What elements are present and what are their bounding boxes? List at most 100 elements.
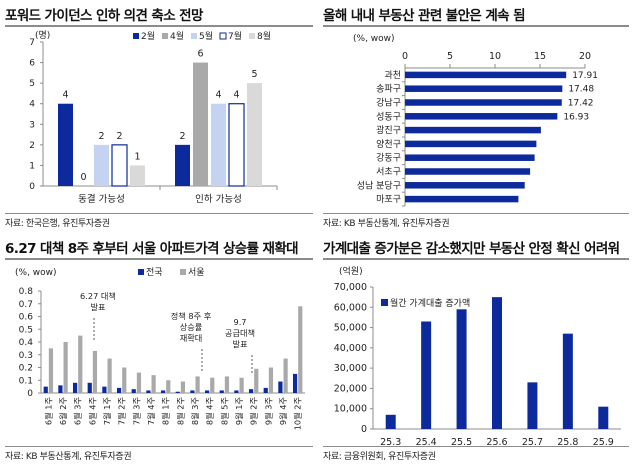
bar [385,414,396,429]
bar [405,126,541,134]
bar [130,165,145,186]
y-tick-label: 0.4 [19,338,34,348]
y-axis-unit: (명) [35,30,50,41]
source-note: 자료: 금융위원회, 유진투자증권 [323,452,436,462]
bar [58,385,63,393]
category-label: 성동구 [376,111,401,122]
legend-label: 월간 가계대출 증가액 [390,297,470,309]
category-label: 강남구 [376,98,401,109]
annotation-text: 정책 8주 후 [171,311,212,321]
source-divider [5,213,313,214]
y-tick-label: 0.7 [19,300,33,310]
bar [248,389,254,393]
bar [193,62,208,187]
bar [263,387,268,393]
bar [190,390,195,393]
panel-real-estate-anxiety: 올해 내내 부동산 관련 불안은 계속 됨 (%, wow) 0 5 10 15 20 과천… [323,3,631,231]
y-tick-label: 20,000 [334,383,367,394]
bar [210,377,215,393]
data-label: 4 [215,90,221,101]
district-price-chart: (%, wow) 0 5 10 15 20 과천 17.91 송파구 17.48 강남구 17.42 성… [353,34,598,207]
bar [107,358,112,393]
y-axis-unit: (억원) [339,265,363,277]
source-divider [5,446,313,447]
category-label: 광진구 [376,124,401,136]
data-label: 4 [233,90,239,101]
bar [116,387,122,393]
legend-swatch [249,33,255,39]
category-label: 서초구 [376,167,401,178]
bar [175,144,190,186]
bar [78,335,83,393]
category-label: 마포구 [376,194,401,205]
bar [405,71,567,79]
legend-label: 전국 [146,267,163,278]
bar [111,144,128,187]
legend-swatch [138,269,144,275]
y-tick-label: 0.2 [19,364,33,374]
bar [63,342,68,393]
x-tick-label: 25.4 [416,437,437,448]
panel-title: 6.27 대책 8주 후부터 서울 아파트가격 상승률 재확대 [5,241,299,257]
bar [58,103,73,186]
y-tick-label: 0.6 [19,313,34,323]
x-tick-label: 15 [534,51,546,62]
x-tick-label: 6월 3주 [73,397,83,426]
y-axis-unit: (%, wow) [15,268,57,278]
panel-title: 올해 내내 부동산 관련 불안은 계속 됨 [323,8,526,24]
y-tick-label: 40,000 [334,343,367,354]
bar [160,390,166,393]
data-label: 2 [116,131,122,142]
data-label: 0 [80,172,86,183]
category-label: 강동구 [376,153,401,164]
bar [456,309,467,429]
forward-guidance-chart: (명) 0 1 2 3 4 5 6 7 4 0 2 2 1 동결 가능성 2 6 4 4 5 인하 가능성 2월 4월 5월 7… [29,30,278,205]
y-tick-label: 7 [29,38,35,48]
source-note: 자료: KB 부동산통계, 유진투자증권 [323,219,450,229]
bar [405,154,535,161]
legend-swatch [180,269,186,275]
legend-swatch [381,299,388,306]
x-tick-label: 6월 1주 [43,397,53,426]
legend-label: 7월 [228,30,242,42]
x-tick-label: 8월 4주 [205,397,215,426]
title-divider [5,258,313,260]
bar [87,382,92,393]
legend-label: 5월 [199,30,213,42]
bar [92,350,98,393]
panel-household-loans: 가계대출 증가분은 감소했지만 부동산 안정 확신 어려워 (억원) 0 10,00… [323,236,631,468]
bar [292,373,298,393]
bar [298,306,303,393]
bar [268,367,274,393]
x-tick-label: 10 [489,51,501,62]
y-tick-label: 0 [29,182,35,192]
y-tick-label: 0.1 [19,376,33,386]
seoul-apartment-chart: (%, wow) 0 0.1 0.2 0.3 0.4 0.5 0.6 0.7 0.8 6월 1주 6월… [15,267,305,430]
y-tick-label: 0.8 [19,287,34,297]
data-label: 2 [179,131,185,142]
bar [102,386,107,393]
panel-title: 포워드 가이던스 인하 의견 축소 전망 [5,8,203,24]
bar [234,390,239,393]
legend-swatch [191,33,197,39]
category-label: 과천 [384,70,401,81]
title-divider [323,25,629,27]
x-tick-label: 25.6 [486,437,507,448]
bar [247,83,262,186]
bar [211,103,226,186]
bar [136,372,142,393]
bar [228,103,245,187]
bar [405,168,531,175]
bar [254,368,259,393]
x-tick-label: 8월 2주 [175,397,185,426]
title-divider [323,258,629,260]
bar [146,390,151,393]
y-tick-label: 1 [29,161,35,171]
x-tick-label: 7월 1주 [102,397,112,426]
bar [94,144,109,186]
household-loan-chart: (억원) 0 10,000 20,000 30,000 40,000 50,000 60,00… [334,265,621,448]
y-tick-label: 0.5 [19,325,33,335]
annotation-text: 9.7 [233,317,246,327]
source-note: 자료: 한국은행, 유진투자증권 [5,219,110,229]
x-tick-label: 25.3 [380,437,401,448]
